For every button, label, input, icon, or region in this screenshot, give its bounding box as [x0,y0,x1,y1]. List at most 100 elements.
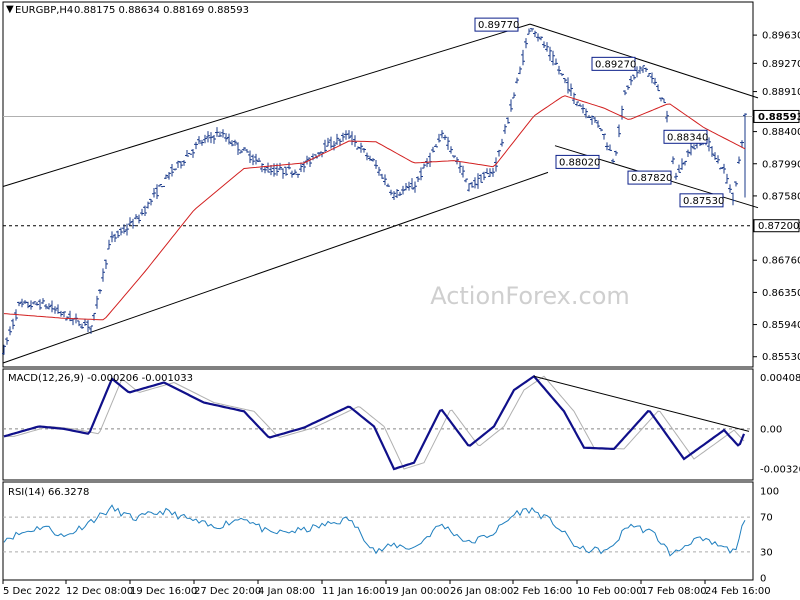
ohlc-bar [89,325,93,334]
ohlc-bar [647,72,651,77]
support-price-label: 0.87200 [758,221,799,232]
macd-axis-label: 0.00 [760,424,782,435]
price-panel [2,1,754,368]
ohlc-bar [461,165,465,178]
macd-line [3,374,746,471]
ohlc-bar [392,191,396,201]
ohlc-bar [47,303,51,310]
level-label: 0.88020 [555,154,600,169]
ohlc-bar [203,134,207,144]
time-axis-label: 12 Dec 08:00 [66,586,133,597]
ohlc-bar [497,149,501,157]
ohlc-bar [149,198,153,206]
ohlc-bar [173,168,177,171]
ohlc-bar [737,156,741,164]
level-label-text: 0.89270 [595,59,636,70]
level-label-text: 0.89770 [478,20,519,31]
ohlc-bar [128,217,132,226]
level-label-box [555,154,600,169]
channel-lower-line [2,171,549,364]
ohlc-bar [629,75,633,86]
time-axis-label: 4 Jan 08:00 [258,586,315,597]
ohlc-bar [680,158,684,170]
ohlc-bar [131,218,135,229]
ohlc-bar [107,239,111,250]
ohlc-bar [254,153,258,165]
ohlc-bar [530,28,534,32]
ohlc-bar [728,184,732,193]
ohlc-bar [584,108,588,119]
ohlc-bar [578,103,582,107]
ohlc-bar [401,185,405,195]
macd-plot: 0.004083 0.00 -0.003209 [3,373,800,476]
ohlc-bar [17,301,21,307]
ohlc-bar [248,150,252,163]
ohlc-bar [599,128,603,132]
ohlc-bar [251,154,255,166]
ohlc-bar [218,131,222,137]
level-label-text: 0.88340 [667,132,708,143]
ohlc-bar [638,66,642,74]
ohlc-bar [653,77,657,86]
ohlc-bar [113,233,117,242]
ohlc-bar [368,155,372,161]
ohlc-bar [566,77,570,94]
channel-upper-line [2,23,531,187]
ohlc-bar [374,160,378,169]
ohlc-values: 0.88175 0.88634 0.88169 0.88593 [74,5,249,16]
ohlc-bar [683,160,687,166]
ohlc-bar [434,143,438,148]
ohlc-bar [164,174,168,179]
ohlc-bar [536,33,540,42]
ohlc-bar [212,134,216,144]
macd-panel [2,368,754,481]
ohlc-bar [560,73,564,77]
chevron-down-icon[interactable]: ▼ [6,4,14,15]
ohlc-bar [137,214,141,224]
ohlc-bar [176,160,180,168]
price-axis-label: 0.86350 [762,288,800,299]
ohlc-bar [644,67,648,73]
ohlc-bar [44,303,48,310]
ohlc-bar [416,176,420,182]
ohlc-bar [290,170,294,178]
ohlc-bar [509,99,513,112]
time-axis-label: 2 Feb 16:00 [513,586,572,597]
ohlc-bar [62,311,66,318]
ohlc-bar [125,223,129,236]
ohlc-bar [104,259,108,269]
ohlc-bar [77,320,81,327]
ohlc-bar [398,191,402,197]
ohlc-bar [41,298,45,304]
ohlc-bar [404,183,408,191]
time-axis-label: 19 Jan 00:00 [386,586,449,597]
level-label-text: 0.87820 [631,173,672,184]
rsi-axis-label: 30 [760,547,773,558]
ohlc-bar [467,183,471,192]
ohlc-bar [533,30,537,38]
ohlc-bar [539,36,543,41]
ohlc-bar [611,158,615,164]
level-label-box [679,193,724,208]
ohlc-bar [167,172,171,180]
ohlc-bar [437,133,441,143]
level-label-box [591,56,636,71]
ohlc-bar [527,28,531,35]
level-label-text: 0.87530 [683,196,724,207]
ohlc-bar [377,166,381,176]
ohlc-bar [389,189,393,196]
ohlc-bar [485,168,489,175]
ohlc-bar [575,101,579,107]
ohlc-bar [596,120,600,128]
ohlc-bar [641,65,645,73]
ohlc-bar [722,163,726,174]
ohlc-bar [407,181,411,191]
ohlc-bar [545,42,549,52]
ohlc-bar [482,171,486,181]
ohlc-bar [551,50,555,66]
ohlc-bar [29,300,33,310]
ohlc-bar [719,167,723,170]
macd-label: MACD(12,26,9) -0.000206 -0.001033 [8,373,193,384]
ohlc-bar [500,138,504,147]
ohlc-bar [662,98,666,104]
